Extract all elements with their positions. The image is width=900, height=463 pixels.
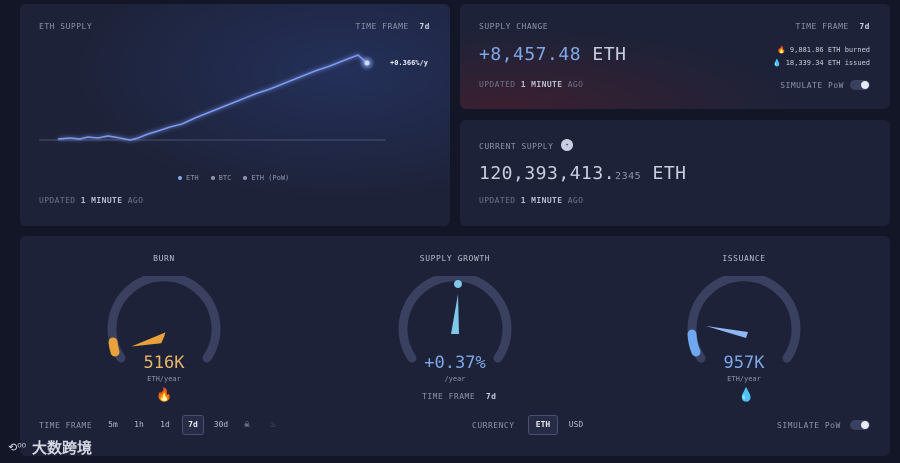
legend-btc[interactable]: BTC [210, 174, 231, 182]
timeframe-merge-icon[interactable]: ☠ [244, 420, 250, 430]
eth-supply-title: ETH SUPPLY [39, 22, 93, 31]
simulate-pow-label: SIMULATE PoW [780, 81, 844, 90]
growth-gauge-marker [454, 280, 462, 288]
watermark-logo-icon: ⟲⁰⁰ [8, 441, 27, 454]
supply-change-updated: UPDATED 1 MINUTE AGO [479, 80, 584, 89]
eth-logo-icon: ✦ [561, 139, 573, 151]
issuance-gauge [687, 276, 801, 363]
burn-issue-breakdown: 🔥 9,881.86 ETH burned 💧 18,339.34 ETH is… [773, 44, 870, 70]
current-supply-value: 120,393,413.2345 ETH [479, 163, 687, 184]
burned-amount: 9,881.86 ETH burned [789, 46, 870, 54]
supply-growth-title: SUPPLY GROWTH [419, 254, 491, 263]
timeframe-1h[interactable]: 1h [134, 420, 144, 429]
droplet-icon: 💧 [738, 388, 755, 403]
supply-rate: +0.366%/y [390, 59, 428, 67]
currency-eth[interactable]: ETH [528, 415, 558, 435]
supply-change-value: +8,457.48 ETH [479, 44, 627, 65]
supply-growth-unit: /year [444, 375, 466, 383]
currency-label: CURRENCY [472, 421, 515, 430]
gauges-card: BURN 516K ETH/year 🔥 SUPPLY GROWTH +0.37… [20, 236, 890, 456]
burn-unit: ETH/year [147, 375, 181, 383]
issuance-value: 957K [723, 353, 765, 373]
gauges-timeframe-label: TIME FRAME [39, 421, 93, 430]
issuance-title: ISSUANCE [722, 254, 766, 263]
current-supply-card: CURRENT SUPPLY ✦ 120,393,413.2345 ETH UP… [460, 120, 890, 226]
burn-gauge [107, 276, 221, 363]
timeframe-label: TIME FRAME [795, 22, 849, 31]
gauges-simulate-pow-label: SIMULATE PoW [777, 421, 841, 430]
droplet-icon: 💧 [772, 59, 782, 67]
timeframe-value: 7d [485, 392, 497, 401]
issuance-unit: ETH/year [727, 375, 761, 383]
supply-growth-value: +0.37% [424, 353, 486, 373]
timeframe-7d[interactable]: 7d [182, 415, 204, 435]
supply-growth-timeframe[interactable]: TIME FRAME 7d [422, 392, 496, 401]
timeframe-value: 7d [419, 22, 430, 31]
current-supply-title: CURRENT SUPPLY [479, 142, 554, 151]
issued-amount: 18,339.34 ETH issued [785, 59, 870, 67]
legend-dot-icon [243, 176, 248, 180]
chart-end-point [364, 60, 370, 66]
timeframe-london-icon[interactable]: ♨ [270, 420, 276, 430]
timeframe-1d[interactable]: 1d [160, 420, 170, 429]
burn-gauge-fill [108, 337, 120, 357]
issuance-needle [706, 326, 748, 338]
supply-change-card: SUPPLY CHANGE TIME FRAME 7d +8,457.48 ET… [460, 4, 890, 109]
current-supply-decimals: 2345 [615, 171, 642, 182]
growth-needle [451, 294, 459, 334]
legend-eth[interactable]: ETH [178, 174, 199, 182]
legend-dot-icon [178, 176, 182, 180]
eth-supply-chart [39, 54, 386, 141]
current-supply-updated: UPDATED 1 MINUTE AGO [479, 196, 584, 205]
supply-growth-gauge [398, 276, 512, 363]
timeframe-label: TIME FRAME [355, 22, 409, 31]
fire-icon: 🔥 [776, 46, 786, 54]
legend-dot-icon [210, 176, 215, 180]
currency-usd[interactable]: USD [568, 420, 584, 429]
eth-supply-line-main [57, 54, 368, 141]
watermark: ⟲⁰⁰ 大数跨境 [8, 437, 92, 458]
timeframe-value: 7d [859, 22, 870, 31]
simulate-pow-toggle[interactable] [850, 80, 870, 90]
legend-eth-pow[interactable]: ETH (PoW) [243, 174, 289, 182]
issuance-gauge-fill [687, 329, 701, 357]
chart-legend: ETH BTC ETH (PoW) [178, 174, 301, 182]
supply-change-timeframe[interactable]: TIME FRAME 7d [796, 22, 870, 31]
burn-value: 516K [143, 353, 185, 373]
timeframe-30d[interactable]: 30d [213, 420, 229, 429]
burn-needle [131, 332, 166, 347]
timeframe-label: TIME FRAME [422, 392, 476, 401]
gauges-simulate-pow-toggle[interactable] [850, 420, 870, 430]
fire-icon: 🔥 [156, 388, 173, 403]
timeframe-5m[interactable]: 5m [108, 420, 118, 429]
watermark-text: 大数跨境 [32, 439, 93, 457]
supply-change-title: SUPPLY CHANGE [479, 22, 549, 31]
burn-title: BURN [153, 254, 175, 263]
eth-supply-card: ETH SUPPLY TIME FRAME 7d +0.366%/y ETH B… [20, 4, 450, 226]
eth-supply-updated: UPDATED 1 MINUTE AGO [39, 196, 144, 205]
eth-supply-timeframe[interactable]: TIME FRAME 7d [356, 22, 430, 31]
